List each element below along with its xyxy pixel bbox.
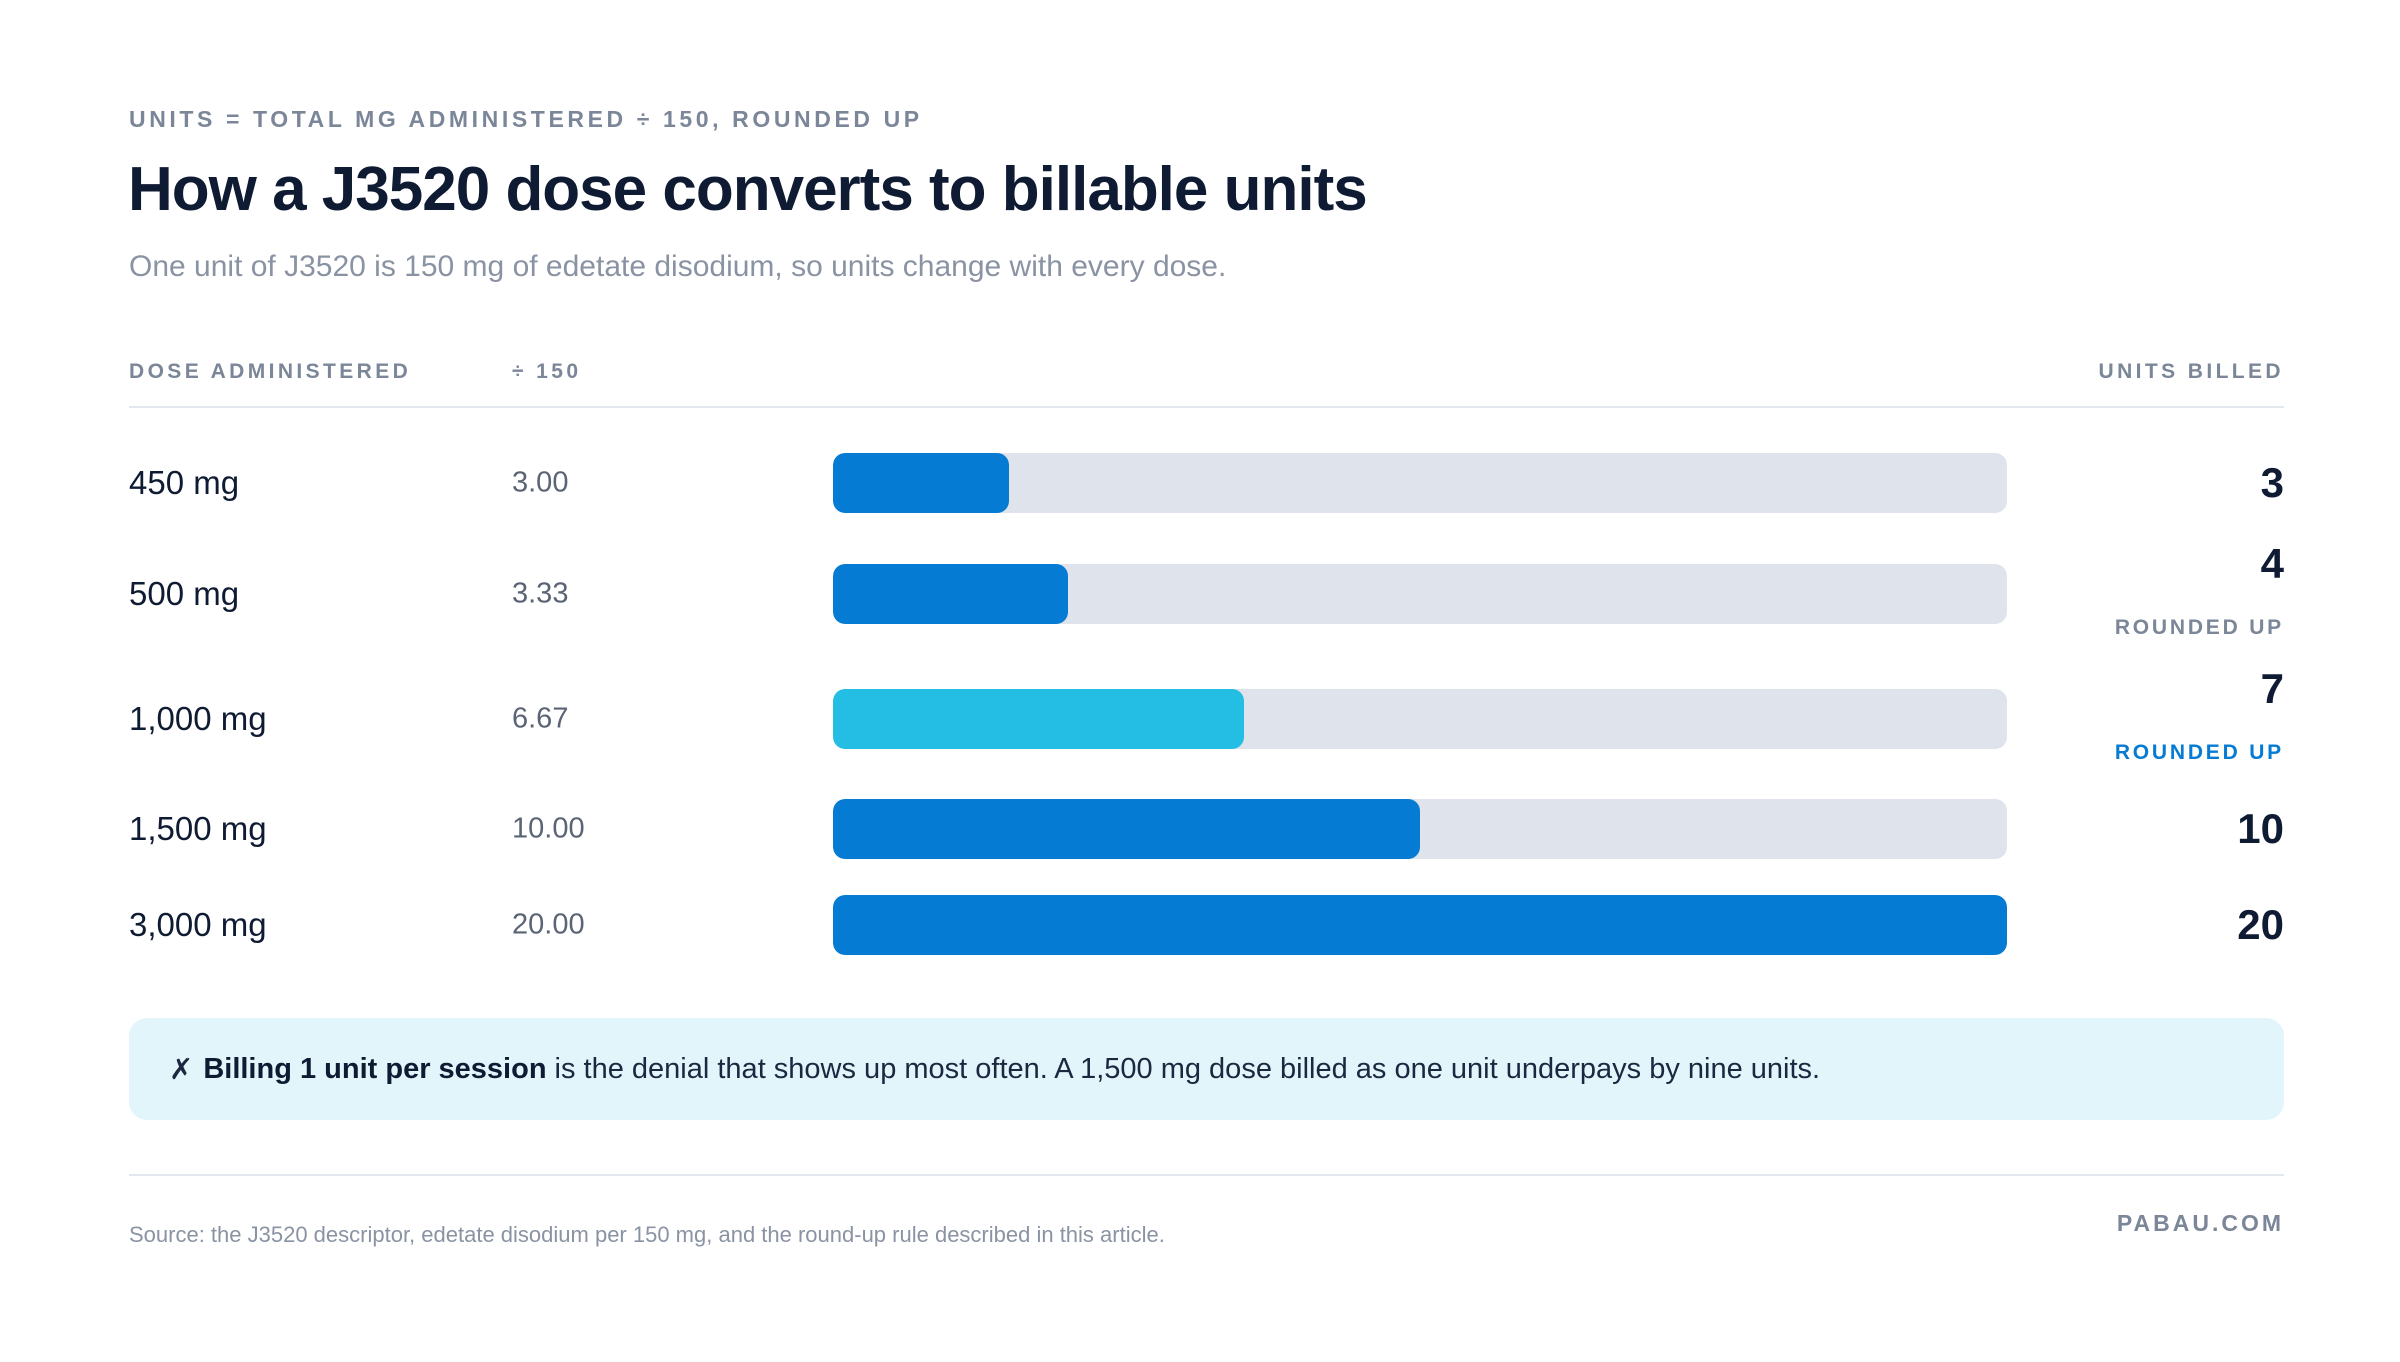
rounded-up-note: ROUNDED UP	[2114, 616, 2284, 639]
bar	[833, 895, 2007, 955]
column-header-division: ÷ 150	[512, 360, 582, 383]
header-divider	[129, 406, 2284, 408]
units-value: 7	[2260, 665, 2284, 712]
quotient-label: 6.67	[512, 702, 569, 735]
dose-label: 450 mg	[129, 464, 240, 501]
dose-label: 3,000 mg	[129, 906, 267, 943]
table-row: 500 mg 3.33 4 ROUNDED UP	[0, 540, 2400, 639]
brand-label: PABAU.COM	[2116, 1210, 2284, 1236]
column-header-units: UNITS BILLED	[2098, 360, 2284, 383]
quotient-label: 3.00	[512, 466, 569, 499]
quotient-label: 20.00	[512, 908, 585, 941]
column-header-dose: DOSE ADMINISTERED	[129, 360, 412, 383]
table-row: 3,000 mg 20.00 20	[0, 895, 2400, 955]
units-value: 3	[2260, 459, 2284, 506]
bar-track	[833, 799, 2007, 859]
chart-subtitle: One unit of J3520 is 150 mg of edetate d…	[129, 250, 1227, 283]
bar-track	[833, 453, 2007, 513]
units-value: 20	[2237, 901, 2284, 948]
units-value: 10	[2237, 805, 2284, 852]
quotient-label: 10.00	[512, 812, 585, 845]
formula-eyebrow: UNITS = TOTAL MG ADMINISTERED ÷ 150, ROU…	[129, 106, 923, 132]
units-value: 4	[2260, 540, 2284, 587]
denial-callout: ✗ Billing 1 unit per session is the deni…	[129, 1018, 2284, 1120]
quotient-label: 3.33	[512, 577, 569, 610]
bar-track	[833, 689, 2007, 749]
callout-emphasis: Billing 1 unit per session	[203, 1052, 547, 1085]
bar-track	[833, 564, 2007, 624]
bar	[833, 453, 1009, 513]
dose-label: 1,000 mg	[129, 700, 267, 737]
table-row: 450 mg 3.00 3	[0, 453, 2400, 513]
footer-divider	[129, 1174, 2284, 1176]
table-row: 1,000 mg 6.67 7 ROUNDED UP	[0, 665, 2400, 764]
cross-icon: ✗	[169, 1053, 194, 1086]
dose-label: 500 mg	[129, 575, 240, 612]
bar	[833, 799, 1420, 859]
bar-track	[833, 895, 2007, 955]
bar	[833, 564, 1068, 624]
dose-label: 1,500 mg	[129, 810, 267, 847]
rounded-up-note: ROUNDED UP	[2114, 741, 2284, 764]
bar	[833, 689, 1244, 749]
callout-text: is the denial that shows up most often. …	[554, 1052, 1821, 1085]
table-row: 1,500 mg 10.00 10	[0, 799, 2400, 859]
chart-title: How a J3520 dose converts to billable un…	[128, 155, 1368, 224]
source-note: Source: the J3520 descriptor, edetate di…	[129, 1222, 1165, 1247]
